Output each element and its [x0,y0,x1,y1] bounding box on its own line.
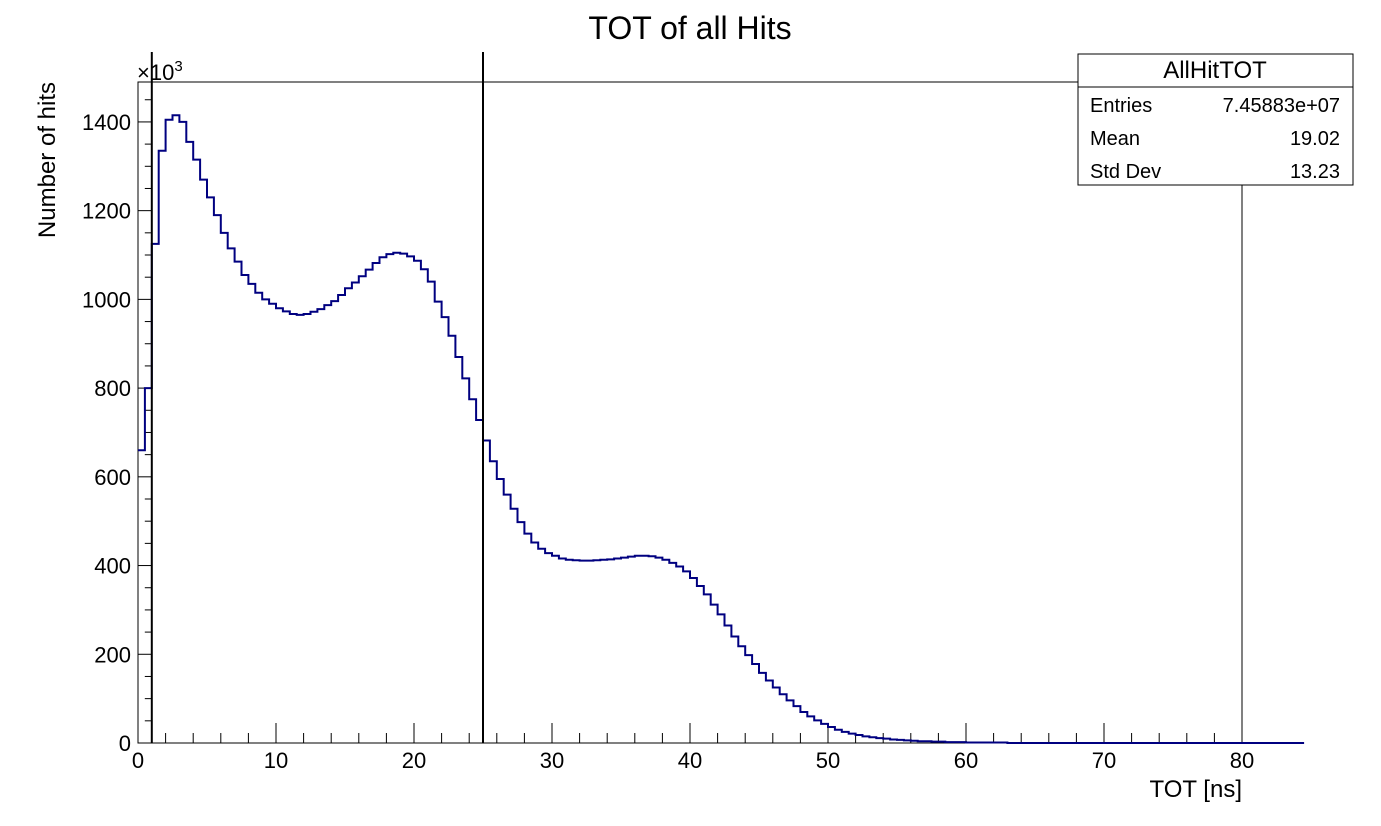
histogram-series-line [138,114,1305,744]
y-multiplier-base: ×10 [137,60,174,85]
y-multiplier-exponent: 3 [174,58,182,75]
stats-mean-value: 19.02 [1290,128,1340,150]
stats-box: AllHitTOT Entries 7.45883e+07 Mean 19.02… [1077,53,1354,186]
x-tick-label: 50 [816,748,840,773]
y-axis-label: Number of hits [34,82,61,238]
y-tick-labels: 0 200 400 600 800 1000 1200 1400 [82,110,131,756]
stats-entries-value: 7.45883e+07 [1223,95,1340,117]
y-tick-label: 600 [94,465,131,490]
y-tick-label: 0 [119,731,131,756]
y-tick-label: 1000 [82,287,131,312]
x-tick-label: 80 [1230,748,1254,773]
x-tick-label: 40 [678,748,702,773]
stats-box-frame [1077,53,1354,186]
x-tick-label: 0 [132,748,144,773]
x-tick-label: 70 [1092,748,1116,773]
x-tick-label: 10 [264,748,288,773]
x-tick-label: 60 [954,748,978,773]
y-axis-ticks [137,99,152,744]
stats-box-title: AllHitTOT [1163,57,1267,84]
stats-mean-label: Mean [1090,128,1140,150]
plot-frame [137,81,1243,744]
y-tick-label: 400 [94,554,131,579]
y-tick-label: 1200 [82,199,131,224]
y-tick-label: 800 [94,376,131,401]
x-axis-label: TOT [ns] [1150,776,1242,803]
x-axis-ticks [137,723,1243,743]
chart-title: TOT of all Hits [588,10,791,46]
stats-stddev-value: 13.23 [1290,161,1340,183]
y-tick-label: 1400 [82,110,131,135]
x-tick-label: 20 [402,748,426,773]
x-tick-label: 30 [540,748,564,773]
x-tick-labels: 0 10 20 30 40 50 60 70 80 [132,748,1254,773]
stats-entries-label: Entries [1090,95,1152,117]
y-tick-label: 200 [94,642,131,667]
stats-stddev-label: Std Dev [1090,161,1161,183]
y-multiplier-label: ×103 [137,58,183,85]
